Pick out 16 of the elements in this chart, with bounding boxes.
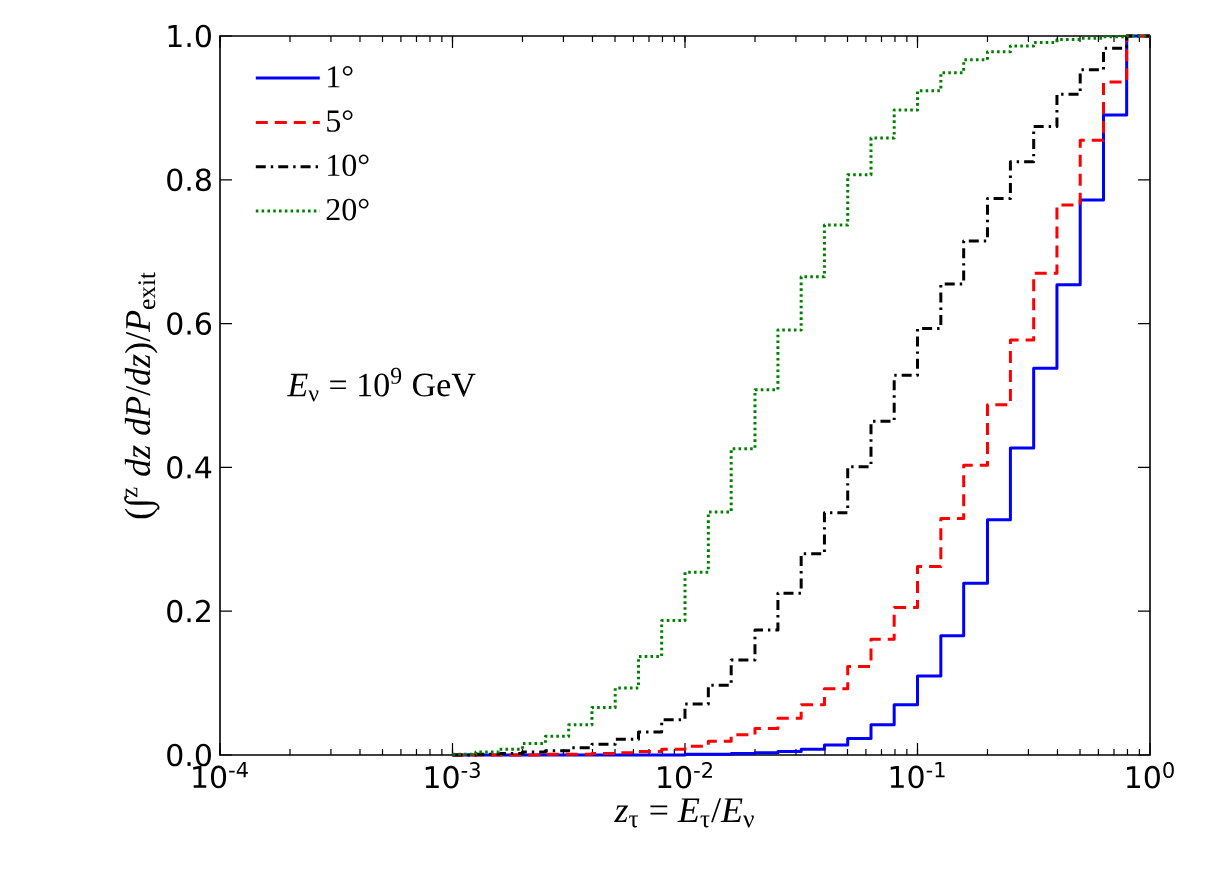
legend-label: 1° bbox=[328, 65, 353, 88]
x-tick-label: 10$^{-2}$ bbox=[658, 762, 712, 789]
y-tick-label: 0.4 bbox=[167, 456, 212, 479]
x-tick-label: 10$^{-3}$ bbox=[425, 762, 480, 789]
y-tick-label: 0.2 bbox=[167, 599, 210, 623]
y-tick-label: 0.8 bbox=[167, 168, 211, 192]
x-tick-label: 10$^{0}$ bbox=[1127, 762, 1174, 789]
legend-label: 10° bbox=[328, 154, 369, 177]
legend-label: 5° bbox=[327, 110, 353, 132]
y-axis-title: (∫$^{z}$ dz dP/dz)/P$_{exit}$ bbox=[124, 272, 160, 519]
annotation: E$_{ν}$ = 10$^{9}$ GeV bbox=[287, 367, 476, 402]
legend-label: 20° bbox=[326, 198, 369, 221]
y-tick-label: 1.0 bbox=[168, 24, 211, 48]
x-tick-label: 10$^{-1}$ bbox=[890, 762, 945, 789]
y-tick-label: 0.6 bbox=[167, 312, 212, 335]
x-axis-title: z$_{τ}$ = E$_{τ}$/E$_{ν}$ bbox=[614, 798, 754, 828]
